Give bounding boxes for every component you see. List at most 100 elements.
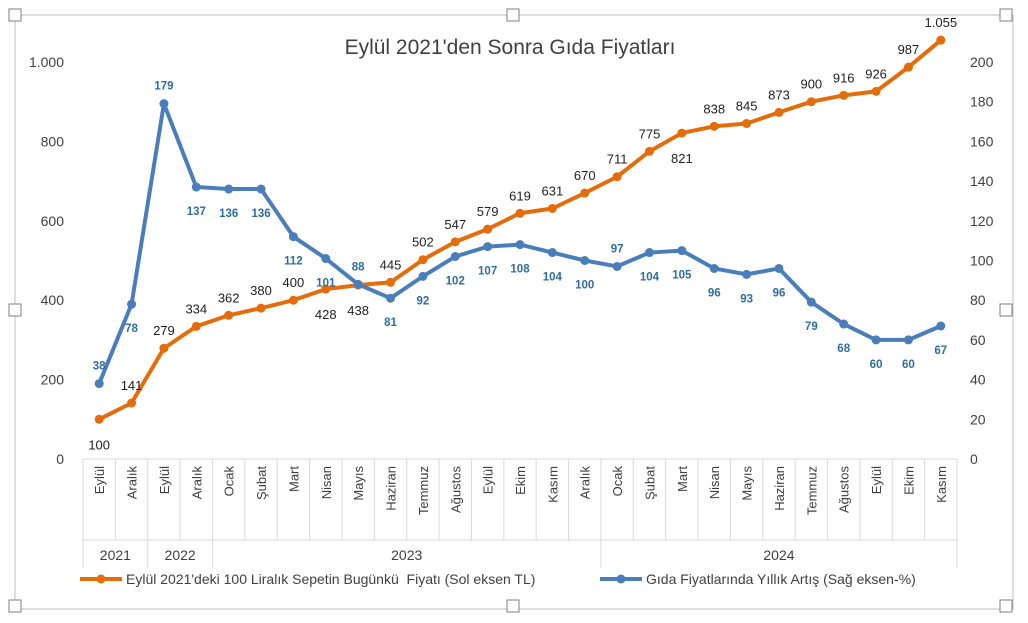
food-inflation-point xyxy=(159,99,169,109)
basket-price-data-label: 100 xyxy=(88,437,110,452)
food-inflation-data-label: 60 xyxy=(870,359,883,371)
resize-handle-bottom[interactable] xyxy=(506,599,520,613)
basket-price-data-label: 362 xyxy=(218,290,240,305)
food-inflation-point xyxy=(353,279,363,289)
basket-price-point xyxy=(774,107,784,117)
basket-price-data-label: 987 xyxy=(898,42,920,57)
basket-price-point xyxy=(742,119,752,129)
food-inflation-data-label: 60 xyxy=(902,359,915,371)
food-inflation-data-label: 112 xyxy=(284,256,303,268)
food-inflation-point xyxy=(742,269,752,279)
food-inflation-point xyxy=(94,379,104,389)
left-axis: 0 200 400 600 800 1.000 xyxy=(29,54,64,467)
x-axis-month-label: Eylül xyxy=(869,466,884,494)
resize-handle-top-right[interactable] xyxy=(999,8,1013,22)
x-axis-month-label: Aralık xyxy=(125,466,140,500)
basket-price-data-label: 926 xyxy=(865,66,887,81)
chart-border xyxy=(14,14,1014,610)
food-inflation-point xyxy=(709,263,719,273)
basket-price-data-label: 438 xyxy=(347,303,369,318)
food-inflation-point xyxy=(450,252,460,262)
food-inflation-point xyxy=(515,240,525,250)
basket-price-data-label: 838 xyxy=(703,101,725,116)
resize-handle-top[interactable] xyxy=(506,8,520,22)
legend-label-food-inflation: Gıda Fiyatlarında Yıllık Artış (Sağ ekse… xyxy=(646,571,916,587)
basket-price-point xyxy=(483,224,493,234)
basket-price-point xyxy=(903,62,913,72)
food-inflation-point xyxy=(677,246,687,256)
x-axis-month-label: Ekim xyxy=(513,466,528,495)
x-axis-month-label: Eylül xyxy=(481,466,496,494)
basket-price-point xyxy=(191,321,201,331)
basket-price-data-label: 502 xyxy=(412,235,434,250)
food-inflation-data-label: 88 xyxy=(352,261,365,273)
food-inflation-data-label: 38 xyxy=(93,361,106,373)
right-axis-tick-label: 20 xyxy=(970,411,986,427)
x-axis-month-label: Aralık xyxy=(578,466,593,500)
basket-price-data-label: 873 xyxy=(768,87,790,102)
food-inflation-data-label: 96 xyxy=(773,287,786,299)
x-axis-month-label: Eylül xyxy=(92,466,107,494)
food-inflation-point xyxy=(644,248,654,258)
x-axis-month-label: Mart xyxy=(675,466,690,492)
food-inflation-point xyxy=(774,263,784,273)
chart-title: Eylül 2021'den Sonra Gıda Fiyatları xyxy=(345,36,676,59)
basket-price-data-label: 279 xyxy=(153,323,175,338)
series-annual-food-inflation xyxy=(94,99,946,389)
legend-marker-food-inflation xyxy=(616,574,626,584)
left-axis-tick-label: 800 xyxy=(41,133,65,149)
resize-handle-left[interactable] xyxy=(8,303,22,317)
resize-handle-bottom-left[interactable] xyxy=(8,599,22,613)
x-axis-year-label: 2021 xyxy=(100,547,131,563)
x-axis-month-label: Şubat xyxy=(642,466,657,500)
food-inflation-data-label: 96 xyxy=(708,287,721,299)
basket-price-data-labels: 100 141 279 334 362 380 400 428 438 445 502 547 579 6… xyxy=(88,15,957,452)
resize-handle-top-left[interactable] xyxy=(8,8,22,22)
basket-price-data-label: 141 xyxy=(121,378,143,393)
food-inflation-point xyxy=(191,182,201,192)
food-inflation-data-label: 136 xyxy=(219,208,238,220)
food-inflation-data-label: 81 xyxy=(384,317,397,329)
food-inflation-data-label: 79 xyxy=(805,321,818,333)
food-inflation-point xyxy=(127,299,137,309)
food-inflation-point xyxy=(288,232,298,242)
right-axis-tick-label: 60 xyxy=(970,332,986,348)
basket-price-point xyxy=(806,97,816,107)
x-axis-month-label: Ekim xyxy=(901,466,916,495)
resize-handle-bottom-right[interactable] xyxy=(999,599,1013,613)
basket-price-point xyxy=(547,203,557,213)
basket-price-data-label: 428 xyxy=(315,307,337,322)
basket-price-data-label: 445 xyxy=(380,257,402,272)
x-axis-month-label: Kasım xyxy=(545,466,560,503)
x-axis: Eylül Aralık Eylül Aralık Ocak Şubat Mart Nisan… xyxy=(82,458,958,568)
basket-price-point xyxy=(936,35,946,45)
food-inflation-data-label: 78 xyxy=(125,323,138,335)
resize-handle-right[interactable] xyxy=(999,303,1013,317)
right-axis-tick-label: 40 xyxy=(970,372,986,388)
selection-handles[interactable] xyxy=(8,8,1013,613)
basket-price-point xyxy=(450,237,460,247)
food-inflation-point xyxy=(936,321,946,331)
x-axis-month-label: Ocak xyxy=(610,466,625,497)
legend: Eylül 2021'deki 100 Liralık Sepetin Bugü… xyxy=(80,571,916,587)
right-axis-tick-label: 180 xyxy=(970,94,994,110)
basket-price-point xyxy=(612,172,622,182)
basket-price-data-label: 821 xyxy=(671,151,693,166)
food-inflation-data-label: 136 xyxy=(251,208,270,220)
x-axis-month-label: Haziran xyxy=(384,466,399,511)
food-inflation-data-label: 179 xyxy=(154,81,173,93)
x-axis-month-label: Şubat xyxy=(254,466,269,500)
basket-price-point xyxy=(386,277,396,287)
basket-price-data-label: 334 xyxy=(185,301,207,316)
left-axis-tick-label: 600 xyxy=(41,213,65,229)
basket-price-point xyxy=(677,128,687,138)
food-inflation-point xyxy=(224,184,234,194)
food-inflation-point xyxy=(580,256,590,265)
right-axis-tick-label: 0 xyxy=(970,451,978,467)
basket-price-data-label: 380 xyxy=(250,283,272,298)
food-inflation-data-label: 137 xyxy=(187,206,206,218)
basket-price-data-label: 900 xyxy=(800,77,822,92)
basket-price-point xyxy=(127,398,137,408)
food-inflation-data-label: 105 xyxy=(672,270,692,282)
food-inflation-data-label: 100 xyxy=(575,280,594,292)
